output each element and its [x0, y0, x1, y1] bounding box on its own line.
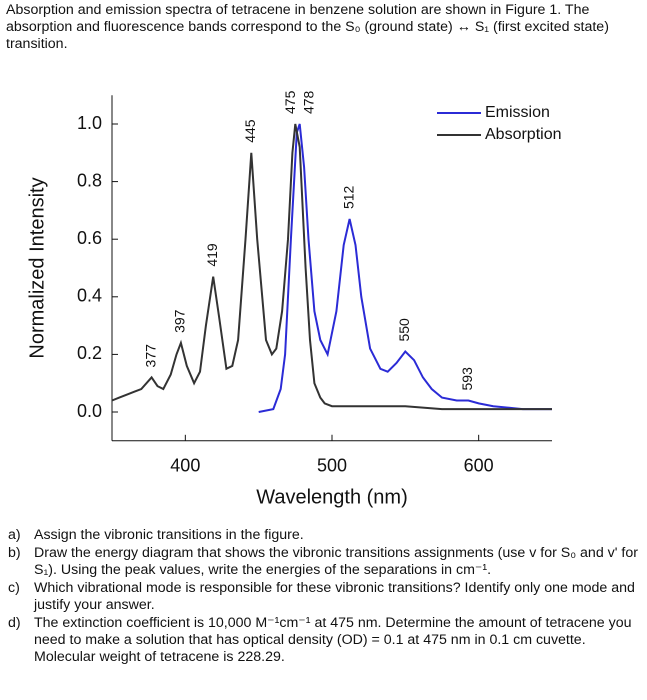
question-text: The extinction coefficient is 10,000 M⁻¹… [34, 615, 632, 665]
question-text: Which vibrational mode is responsible fo… [34, 580, 635, 613]
peak-label: 550 [396, 318, 412, 342]
questions: a) Assign the vibronic transitions in the… [8, 527, 638, 667]
y-tick-label: 0.6 [77, 228, 102, 248]
legend-label: Emission [485, 104, 550, 121]
question-label: d) [8, 615, 21, 631]
y-tick-label: 0.4 [77, 286, 102, 306]
question-text: Draw the energy diagram that shows the v… [34, 545, 638, 578]
question-text: Assign the vibronic transitions in the f… [34, 527, 304, 543]
x-tick-label: 400 [170, 456, 200, 476]
chart: Normalized Intensity Wavelength (nm) 0.0… [26, 90, 562, 508]
series-line [111, 123, 552, 411]
legend-label: Absorption [485, 126, 562, 143]
question-label: a) [8, 527, 21, 543]
question: d) The extinction coefficient is 10,000 M… [8, 615, 638, 666]
peak-label: 397 [172, 309, 188, 333]
y-tick-label: 1.0 [77, 113, 102, 133]
intro-text: Absorption and emission spectra of tetra… [6, 2, 609, 52]
question: c) Which vibrational mode is responsible … [8, 580, 638, 614]
x-tick-label: 600 [464, 456, 494, 476]
y-tick-label: 0.2 [77, 343, 102, 363]
y-tick-label: 0.0 [77, 401, 102, 421]
peak-label: 512 [340, 185, 356, 209]
question-label: b) [8, 545, 21, 561]
x-axis-title: Wavelength (nm) [256, 486, 408, 508]
series-line [258, 123, 552, 413]
y-tick-label: 0.8 [77, 170, 102, 190]
peak-label: 593 [459, 367, 475, 391]
peak-label: 478 [300, 90, 316, 114]
y-axis-title: Normalized Intensity [26, 177, 48, 358]
peak-label: 377 [142, 344, 158, 368]
peak-label: 419 [204, 243, 220, 267]
question: b) Draw the energy diagram that shows the… [8, 545, 638, 579]
question: a) Assign the vibronic transitions in the… [8, 527, 638, 544]
peak-label: 445 [242, 119, 258, 143]
peak-label: 475 [282, 90, 298, 114]
x-tick-label: 500 [317, 456, 347, 476]
question-label: c) [8, 580, 20, 596]
